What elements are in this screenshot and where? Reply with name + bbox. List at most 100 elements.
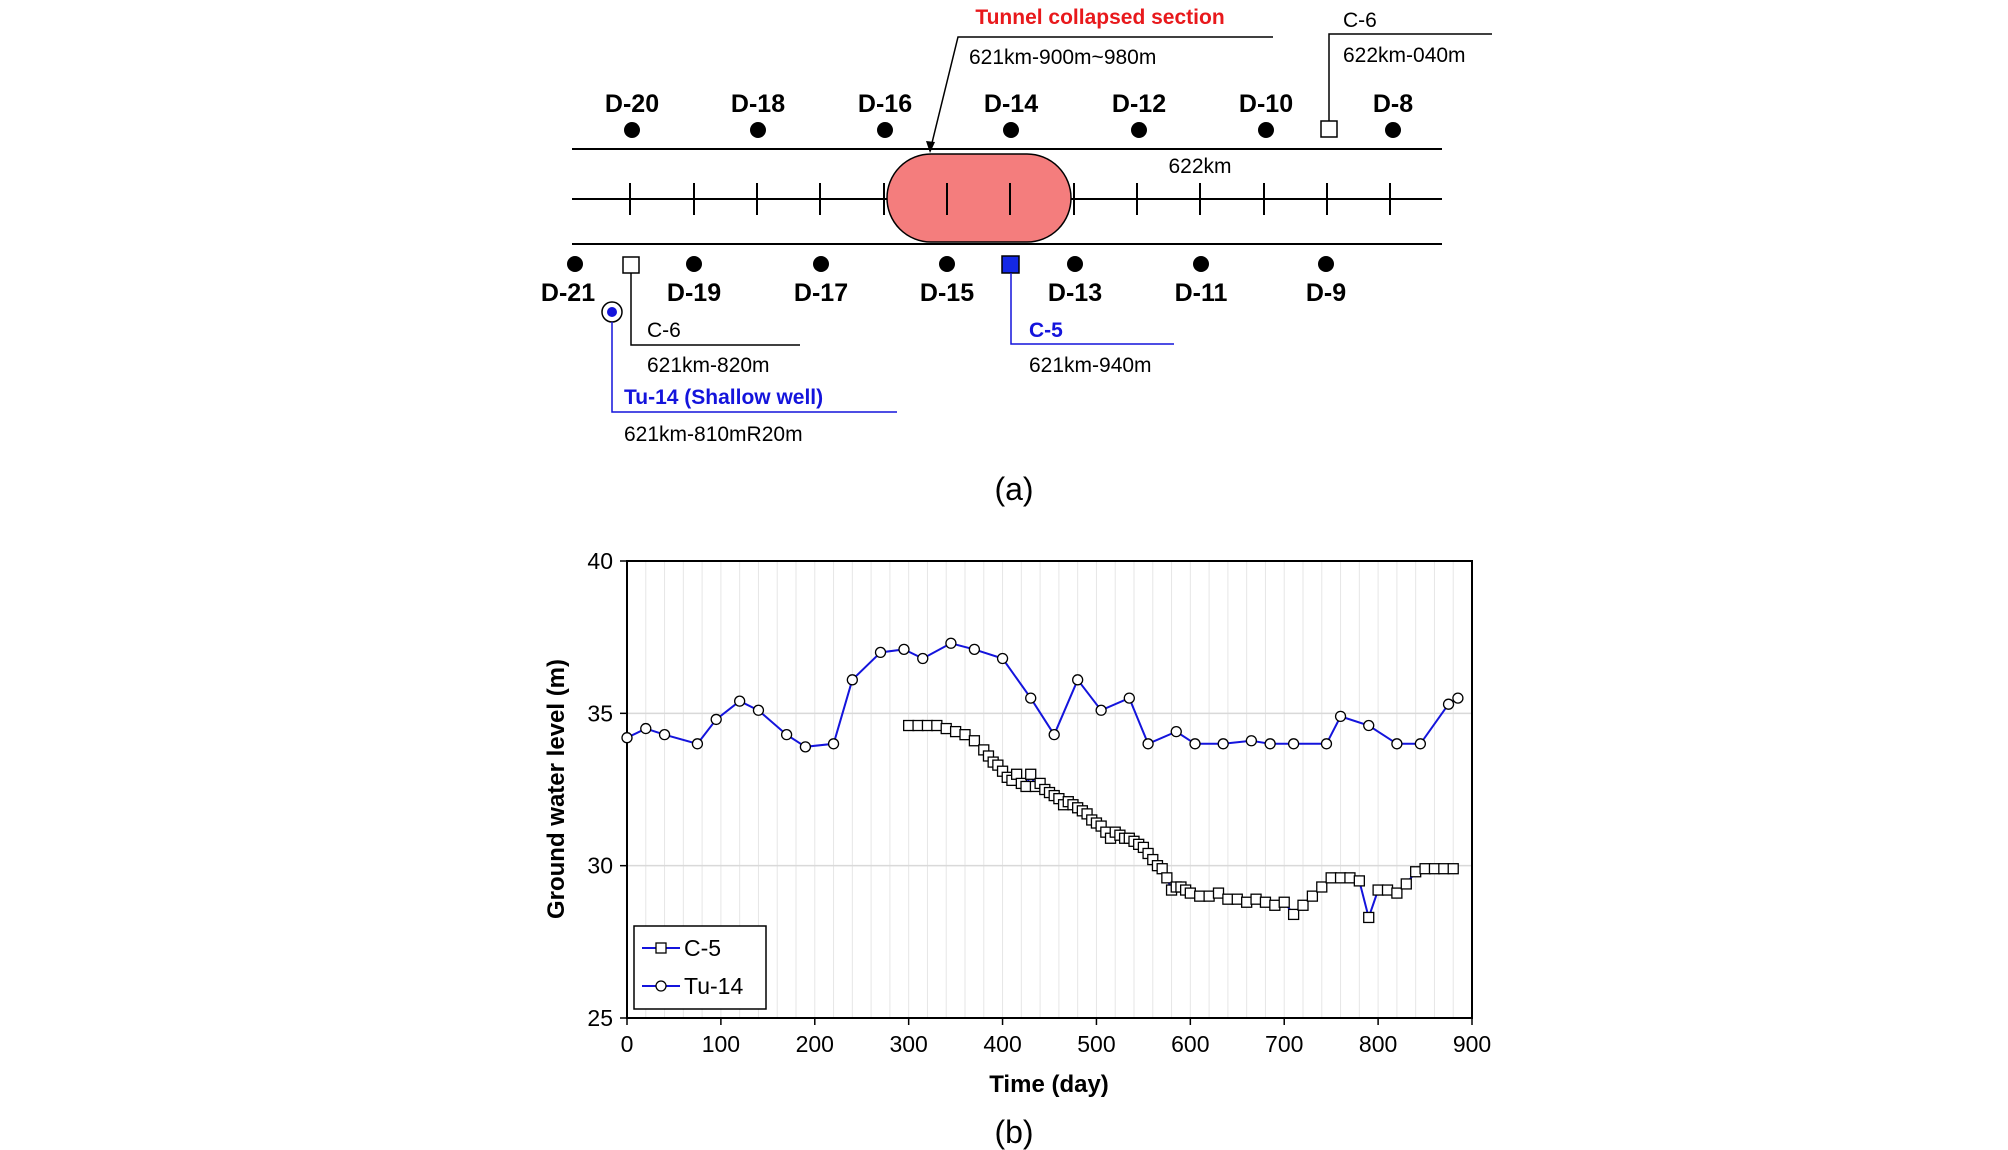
x-tick-label: 500 (1077, 1031, 1115, 1057)
tu14-data-point (691, 738, 704, 750)
well-label: D-19 (667, 279, 721, 307)
bottom-wells: D-21 D-19 D-17 D-15 D-13 D-11 D-9 (541, 256, 1346, 307)
c5-data-point (1269, 899, 1281, 911)
x-tick-label: 800 (1359, 1031, 1397, 1057)
tu14-data-point (1217, 738, 1229, 750)
c5-data-point (1438, 863, 1450, 875)
c5-data-point (1212, 887, 1225, 899)
c5-data-point (1241, 896, 1253, 908)
tu14-data-point (846, 674, 858, 686)
c5-data-point (1203, 890, 1215, 902)
c5-data-point (1428, 863, 1441, 875)
tu14-data-point (1442, 698, 1455, 710)
c5-data-point (921, 719, 934, 732)
well-label: D-15 (920, 279, 974, 307)
tu14-data-point (752, 704, 765, 716)
well-marker (567, 256, 583, 272)
tu14-data-point (658, 729, 671, 741)
tu14-data-point (1245, 735, 1258, 747)
tu14-data-point (1123, 692, 1135, 704)
c5-data-point (1020, 780, 1032, 793)
well-marker (750, 122, 766, 138)
c5-data-point (1363, 911, 1375, 924)
well-label: D-10 (1239, 90, 1293, 118)
c6-bottom-location: 621km-820m (647, 354, 770, 377)
legend-items: C-5 Tu-14 (642, 935, 743, 999)
well-label: D-14 (984, 90, 1038, 118)
c5-data-point (1316, 881, 1328, 893)
x-axis-title: Time (day) (989, 1071, 1109, 1098)
tu14-data-point (945, 637, 957, 649)
tunnel-diagram: 622km Tunnel collapsed section 621km-900… (541, 6, 1492, 507)
c6-top-location: 622km-040m (1343, 44, 1466, 67)
tu14-data-point (827, 738, 840, 750)
tu14-data-point (799, 741, 812, 753)
caption-a: (a) (994, 471, 1033, 507)
well-marker (1067, 256, 1083, 272)
collapsed-section-range: 621km-900m~980m (969, 46, 1156, 69)
c5-data-point (1025, 768, 1037, 780)
y-tick-label: 25 (587, 1005, 613, 1031)
well-marker (813, 256, 829, 272)
legend-label: Tu-14 (684, 973, 743, 999)
c5-data-point (1184, 887, 1196, 899)
caption-b: (b) (994, 1114, 1033, 1150)
c5-data-point (1161, 872, 1173, 884)
c5-data-point (1278, 896, 1290, 908)
well-label: D-8 (1373, 90, 1413, 118)
tu14-data-point (1287, 738, 1300, 750)
tu14-data-point (1072, 674, 1084, 686)
tu14-data-point (780, 729, 793, 741)
tu14-data-point (1048, 729, 1060, 741)
c5-data-point (903, 719, 915, 732)
x-axis-ticks: 0 100 200 300 400 500 600 700 800 900 (621, 1018, 1491, 1057)
tu14-data-point (1363, 719, 1375, 732)
y-axis-ticks: 25 30 35 40 (587, 548, 627, 1031)
c5-data-point (1287, 908, 1300, 921)
tu14-data-point (1264, 738, 1276, 750)
c5-data-point (912, 719, 924, 732)
x-tick-label: 900 (1453, 1031, 1491, 1057)
tu14-data-point (710, 713, 722, 726)
tu14-data-point (1025, 692, 1037, 704)
top-wells: D-20 D-18 D-16 D-14 D-12 D-10 D-8 (605, 90, 1413, 138)
c6-bottom-leader (630, 273, 800, 346)
c5-data-point (1447, 863, 1459, 875)
c5-data-point (1391, 887, 1403, 899)
c5-leader (1010, 273, 1174, 345)
well-marker (1003, 122, 1019, 138)
tu14-series-line (626, 642, 1459, 748)
plot-area-frame (626, 560, 1473, 1019)
series-layer (621, 637, 1464, 924)
c6-top-marker (1320, 120, 1338, 138)
x-tick-label: 0 (621, 1031, 634, 1057)
c5-data-point (940, 722, 952, 735)
well-marker (1258, 122, 1274, 138)
tu14-data-point (874, 646, 887, 659)
well-label: D-17 (794, 279, 848, 307)
c5-data-point (1410, 866, 1422, 878)
well-marker (1193, 256, 1209, 272)
c5-data-point (1259, 896, 1272, 908)
c5-data-point (949, 725, 962, 738)
c5-data-point (968, 735, 981, 747)
x-tick-label: 100 (702, 1031, 740, 1057)
c5-data-point (959, 729, 971, 741)
c5-marker (1001, 255, 1020, 274)
y-tick-label: 35 (587, 700, 613, 726)
tu14-marker-dot (607, 307, 617, 317)
x-tick-label: 700 (1265, 1031, 1303, 1057)
c6-top-leader (1328, 33, 1492, 121)
tu14-leader (611, 322, 897, 413)
c6-bottom-marker (622, 256, 640, 274)
tu14-location: 621km-810mR20m (624, 423, 803, 446)
c5-data-point (1419, 863, 1431, 875)
c5-data-point (1372, 884, 1384, 896)
c5-name: C-5 (1029, 319, 1063, 342)
collapse-arrowhead (926, 141, 935, 153)
collapse-leader-line (929, 36, 1273, 152)
legend-label: C-5 (684, 935, 721, 961)
x-tick-label: 300 (889, 1031, 927, 1057)
tu14-data-point (734, 695, 746, 707)
